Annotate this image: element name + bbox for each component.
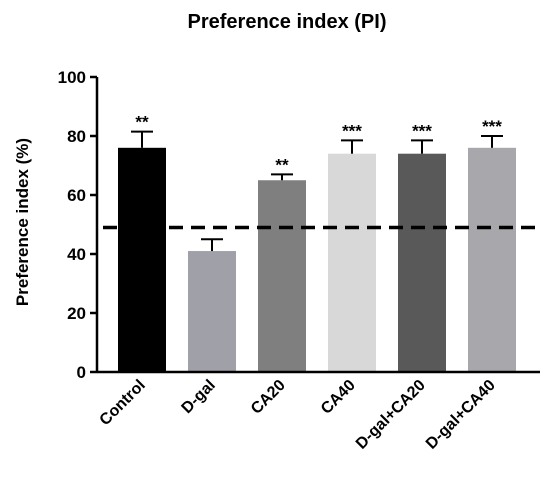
y-tick-label-2: 40 <box>67 245 86 264</box>
y-axis-label: Preference index (%) <box>13 138 32 306</box>
y-tick-label-5: 100 <box>58 68 86 87</box>
y-tick-label-1: 20 <box>67 304 86 323</box>
x-tick-label-3: CA40 <box>318 377 359 418</box>
x-tick-label-4: D-gal+CA20 <box>353 377 429 453</box>
bar-1 <box>188 251 236 372</box>
bar-3 <box>328 153 376 372</box>
axes-group: 0 20 40 60 80 100 <box>58 68 540 382</box>
x-tick-label-5: D-gal+CA40 <box>423 377 499 453</box>
bar-4 <box>398 153 446 372</box>
significance-markers-group: ******* *** *** <box>135 113 502 175</box>
significance-marker-0: ** <box>135 113 149 132</box>
significance-marker-4: *** <box>412 121 432 140</box>
significance-marker-3: *** <box>342 121 362 140</box>
bar-0 <box>118 147 166 372</box>
bars-group <box>118 147 516 372</box>
significance-marker-5: *** <box>482 117 502 136</box>
x-tick-label-0: Control <box>97 377 149 429</box>
x-tick-label-2: CA20 <box>248 377 289 418</box>
error-bars-group <box>131 130 503 252</box>
y-tick-label-3: 60 <box>67 186 86 205</box>
bar-5 <box>468 147 516 372</box>
chart-title: Preference index (PI) <box>188 11 387 33</box>
y-tick-label-0: 0 <box>77 363 86 382</box>
x-tick-label-1: D-gal <box>179 377 219 417</box>
y-tick-label-4: 80 <box>67 127 86 146</box>
bar-2 <box>258 180 306 372</box>
significance-marker-2: ** <box>275 155 289 174</box>
